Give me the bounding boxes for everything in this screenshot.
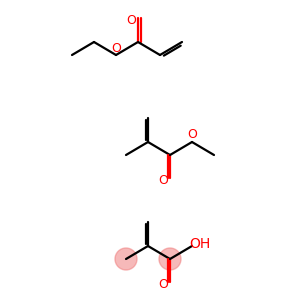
Text: O: O	[111, 41, 121, 55]
Text: OH: OH	[189, 237, 211, 251]
Text: O: O	[158, 278, 168, 290]
Circle shape	[115, 248, 137, 270]
Text: O: O	[126, 14, 136, 26]
Circle shape	[159, 248, 181, 270]
Text: O: O	[187, 128, 197, 140]
Text: O: O	[158, 173, 168, 187]
